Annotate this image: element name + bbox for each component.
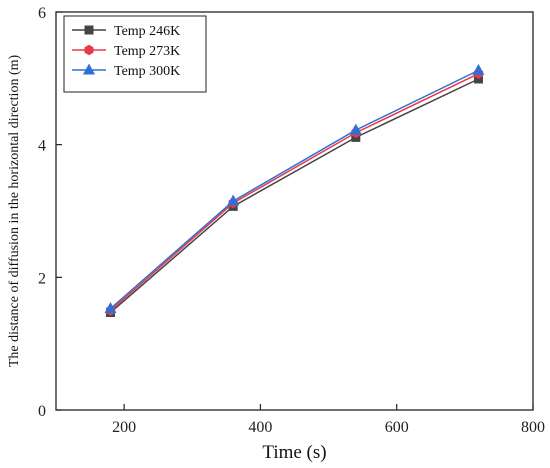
x-axis-label: Time (s) (262, 442, 326, 463)
data-point-series-3 (104, 302, 117, 314)
legend-marker-3 (83, 63, 95, 75)
legend-label-3: Temp 300K (114, 64, 180, 79)
legend-marker-2 (84, 44, 94, 56)
legend-label-2: Temp 273K (114, 44, 180, 59)
y-tick-label: 4 (38, 138, 46, 155)
x-tick-label: 400 (248, 419, 272, 436)
legend-label-1: Temp 246K (114, 24, 180, 39)
y-axis-label: The distance of diffusion in the horizon… (7, 55, 22, 368)
series-line-3 (110, 69, 479, 310)
series-line-1 (110, 78, 479, 314)
data-point-series-3 (227, 194, 240, 206)
y-tick-label: 0 (38, 403, 46, 420)
y-tick-label: 6 (38, 5, 46, 22)
y-tick-label: 2 (38, 270, 46, 287)
data-point-series-1 (473, 74, 483, 84)
data-point-series-3 (349, 123, 362, 135)
legend-marker-1 (84, 25, 94, 35)
x-tick-label: 800 (521, 419, 545, 436)
x-tick-label: 600 (385, 419, 409, 436)
plot-frame (55, 11, 534, 411)
data-point-series-3 (472, 63, 485, 75)
series-line-2 (110, 73, 479, 312)
x-tick-label: 200 (112, 419, 136, 436)
